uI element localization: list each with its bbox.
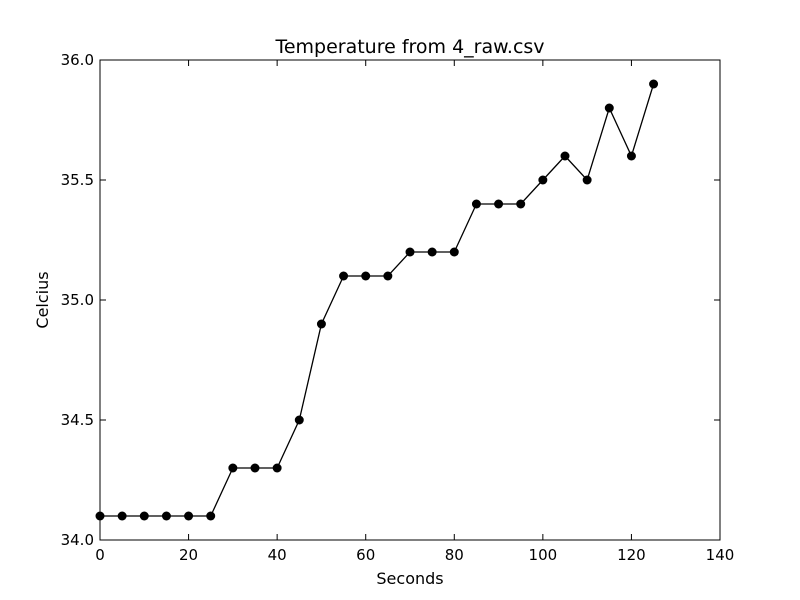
data-point	[161, 511, 171, 521]
data-point	[184, 511, 194, 521]
y-tick-label: 35.5	[61, 171, 94, 189]
data-point	[560, 151, 570, 161]
x-tick-label: 0	[95, 546, 105, 564]
data-point	[471, 199, 481, 209]
data-point	[272, 463, 282, 473]
data-point	[604, 103, 614, 113]
data-point	[250, 463, 260, 473]
data-point	[294, 415, 304, 425]
series-points	[95, 79, 659, 521]
data-point	[228, 463, 238, 473]
y-tick-label: 36.0	[61, 51, 94, 69]
data-point	[649, 79, 659, 89]
x-tick-label: 100	[529, 546, 558, 564]
data-point	[427, 247, 437, 257]
data-point	[139, 511, 149, 521]
x-axis-label: Seconds	[376, 569, 443, 588]
y-tick-label: 34.0	[61, 531, 94, 549]
x-tick-label: 120	[617, 546, 646, 564]
chart-title: Temperature from 4_raw.csv	[274, 36, 544, 58]
data-point	[582, 175, 592, 185]
data-point	[339, 271, 349, 281]
plot-frame	[99, 59, 721, 541]
x-tick-label: 60	[356, 546, 375, 564]
x-tick-label: 20	[179, 546, 198, 564]
y-axis-label: Celcius	[33, 271, 52, 328]
data-point	[626, 151, 636, 161]
data-point	[494, 199, 504, 209]
x-axis-ticks: 0 20 40 60 80 100 120 140	[95, 60, 734, 564]
data-point	[538, 175, 548, 185]
data-point	[316, 319, 326, 329]
data-point	[405, 247, 415, 257]
x-tick-label: 40	[268, 546, 287, 564]
y-tick-label: 34.5	[61, 411, 94, 429]
y-tick-label: 35.0	[61, 291, 94, 309]
data-point	[206, 511, 216, 521]
x-tick-label: 80	[445, 546, 464, 564]
data-point	[449, 247, 459, 257]
data-point	[117, 511, 127, 521]
y-axis-ticks: 34.0 34.5 35.0 35.5 36.0	[61, 51, 720, 549]
data-point	[516, 199, 526, 209]
data-point	[361, 271, 371, 281]
x-tick-label: 140	[706, 546, 735, 564]
data-point	[383, 271, 393, 281]
